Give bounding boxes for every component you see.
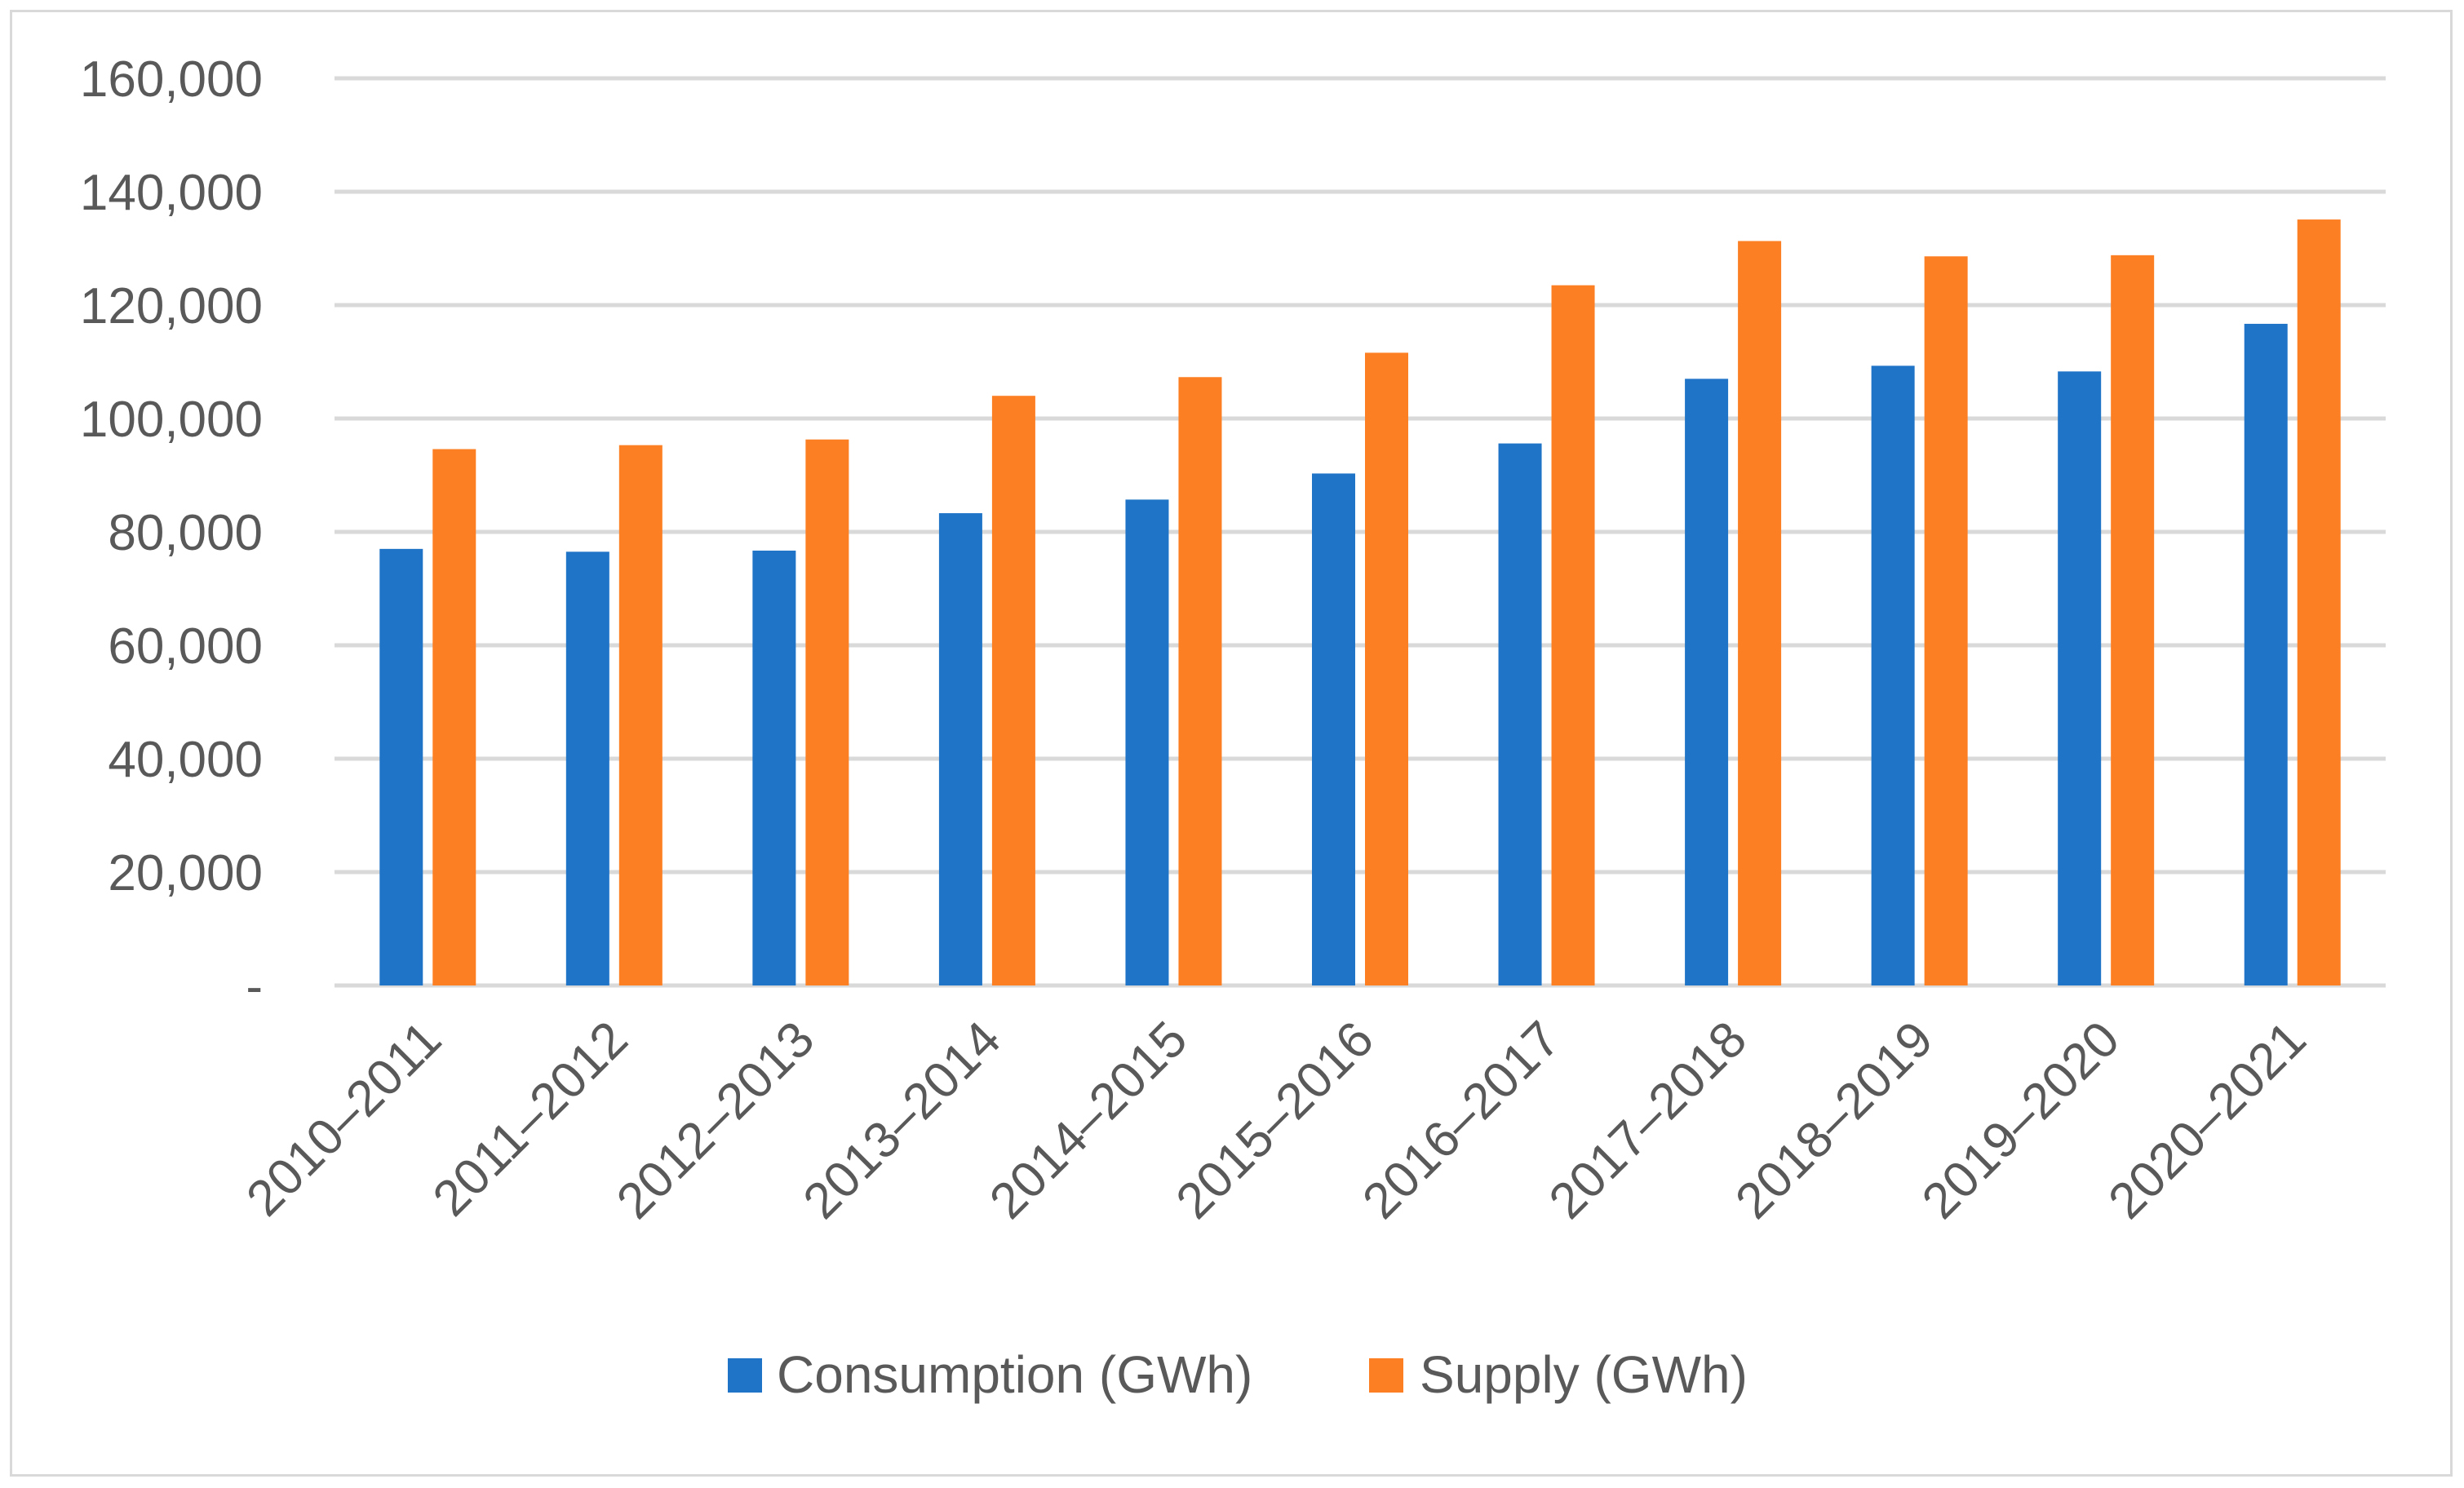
bar-consumption — [938, 513, 982, 985]
y-tick-label: 140,000 — [80, 165, 263, 221]
x-tick-label: 2019–2020 — [1912, 1011, 2130, 1229]
bar-supply — [991, 396, 1035, 985]
bar-consumption — [2244, 323, 2288, 985]
bar-supply — [432, 449, 476, 985]
bar-consumption — [1871, 365, 1915, 985]
y-tick-label: 20,000 — [108, 845, 263, 901]
x-tick-label: 2015–2016 — [1166, 1011, 1385, 1229]
bar-consumption — [1685, 379, 1729, 986]
bar-supply — [1551, 285, 1595, 985]
bar-consumption — [1125, 499, 1169, 985]
x-tick-label: 2013–2014 — [793, 1011, 1012, 1229]
bar-supply — [2111, 255, 2155, 986]
x-tick-label: 2010–2011 — [236, 1011, 452, 1227]
bar-supply — [1178, 377, 1222, 985]
gridlines — [335, 76, 2386, 988]
y-tick-label: 80,000 — [108, 505, 263, 561]
x-tick-label: 2016–2017 — [1352, 1011, 1571, 1229]
y-tick-label: 160,000 — [80, 51, 263, 108]
x-tick-label: 2018–2019 — [1725, 1011, 1943, 1229]
legend-label: Consumption (GWh) — [777, 1345, 1252, 1404]
bar-supply — [805, 439, 849, 985]
bars — [379, 219, 2341, 986]
y-axis-tick-labels: - 20,000 40,000 60,000 80,000 100,000 120,000 1… — [80, 51, 263, 1015]
bar-supply — [1924, 256, 1968, 986]
y-tick-label: 100,000 — [80, 392, 263, 448]
x-axis-tick-labels: 2010–20112011–20122012–20132013–20142014… — [236, 1011, 2316, 1229]
y-tick-label: 120,000 — [80, 278, 263, 334]
y-tick-label: 60,000 — [108, 618, 263, 675]
x-tick-label: 2020–2021 — [2098, 1011, 2316, 1229]
legend-swatch — [728, 1358, 762, 1393]
y-tick-label: - — [246, 959, 263, 1015]
bar-consumption — [379, 548, 423, 985]
bar-consumption — [1498, 443, 1542, 985]
bar-consumption — [2058, 371, 2102, 985]
legend: Consumption (GWh) Supply (GWh) — [728, 1345, 1748, 1404]
legend-swatch — [1369, 1358, 1403, 1393]
bar-supply — [618, 445, 663, 985]
legend-label: Supply (GWh) — [1420, 1345, 1748, 1404]
x-tick-label: 2012–2013 — [606, 1011, 825, 1229]
x-tick-label: 2014–2015 — [979, 1011, 1198, 1229]
bar-consumption — [1312, 473, 1355, 985]
bar-consumption — [752, 550, 796, 985]
bar-consumption — [565, 551, 609, 985]
x-tick-label: 2011–2012 — [423, 1011, 639, 1227]
bar-supply — [1365, 352, 1408, 985]
bar-supply — [2297, 219, 2341, 985]
bar-supply — [1738, 241, 1782, 986]
x-tick-label: 2017–2018 — [1539, 1011, 1757, 1229]
y-tick-label: 40,000 — [108, 732, 263, 788]
